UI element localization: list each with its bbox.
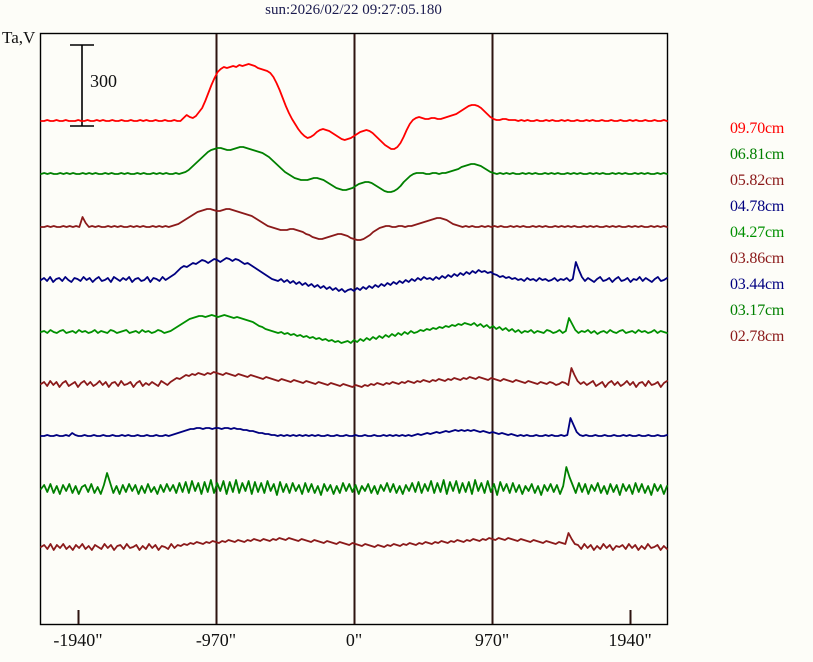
trace-03.17cm bbox=[40, 466, 668, 496]
trace-03.44cm bbox=[40, 417, 668, 437]
vertical-gridlines bbox=[215, 34, 494, 624]
legend-item-1: 06.81cm bbox=[730, 146, 785, 163]
trace-04.27cm bbox=[40, 314, 668, 344]
trace-04.78cm bbox=[40, 257, 668, 293]
trace-group bbox=[40, 63, 668, 551]
legend-item-8: 02.78cm bbox=[730, 328, 785, 345]
trace-02.78cm bbox=[40, 532, 668, 551]
x-tick-label-2: 0" bbox=[345, 630, 363, 650]
legend-item-0: 09.70cm bbox=[730, 120, 785, 137]
trace-05.82cm bbox=[40, 208, 668, 241]
page-title: sun:2026/02/22 09:27:05.180 bbox=[265, 2, 442, 18]
x-tick-label-4: 1940" bbox=[608, 630, 652, 650]
trace-09.70cm bbox=[40, 63, 668, 150]
legend: 09.70cm 06.81cm 05.82cm 04.78cm 04.27cm 03.86… bbox=[730, 116, 813, 350]
trace-03.86cm bbox=[40, 367, 668, 388]
x-tick-label-3: 970" bbox=[474, 630, 510, 650]
x-tick-label-0: -1940" bbox=[53, 630, 103, 650]
legend-item-3: 04.78cm bbox=[730, 198, 785, 215]
legend-item-6: 03.44cm bbox=[730, 276, 785, 293]
scale-bar-label: 300 bbox=[90, 71, 117, 91]
x-axis-tick-marks bbox=[77, 610, 632, 624]
x-tick-label-1: -970" bbox=[195, 630, 237, 650]
legend-item-4: 04.27cm bbox=[730, 224, 785, 241]
scale-bar bbox=[70, 44, 94, 127]
y-axis-label: Ta,V bbox=[2, 28, 36, 47]
legend-item-5: 03.86cm bbox=[730, 250, 785, 267]
legend-item-7: 03.17cm bbox=[730, 302, 785, 319]
legend-item-2: 05.82cm bbox=[730, 172, 785, 189]
trace-06.81cm bbox=[40, 146, 668, 193]
